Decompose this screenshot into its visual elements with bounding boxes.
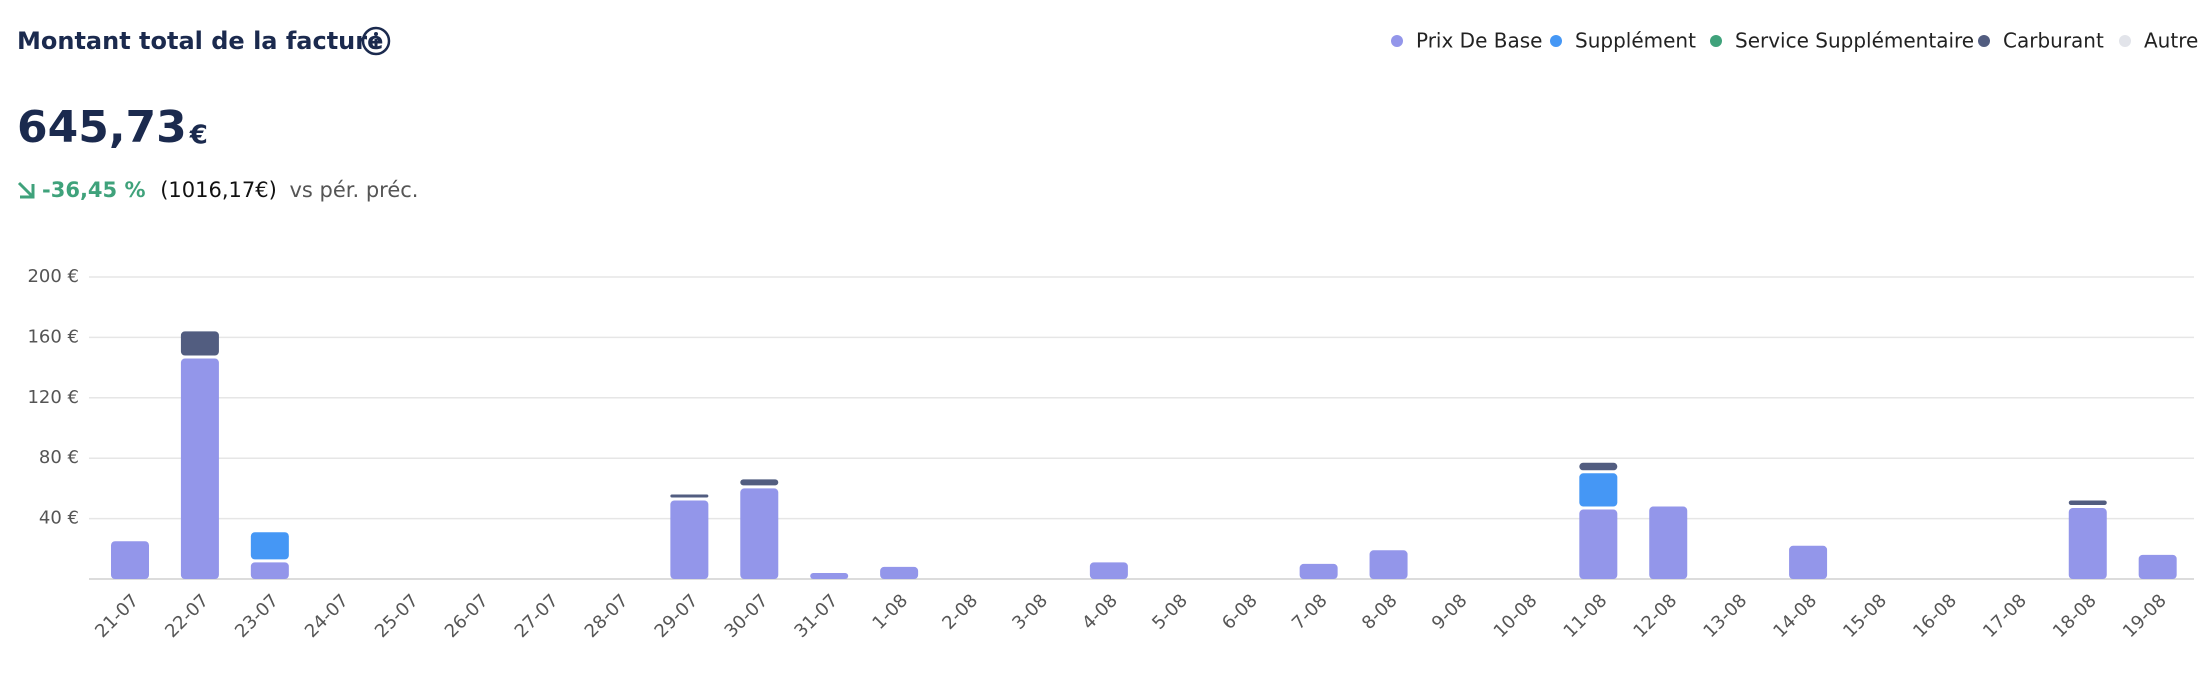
x-tick-label: 15-08	[1839, 590, 1891, 642]
y-tick-label: 120 €	[27, 387, 79, 408]
bar-segment	[1299, 563, 1338, 579]
bar-segment	[250, 562, 289, 579]
legend-swatch	[1391, 35, 1403, 47]
currency: €	[189, 121, 208, 151]
bar-segment	[180, 331, 219, 356]
legend-label: Autre	[2144, 29, 2198, 53]
x-tick-label: 30-07	[721, 590, 773, 642]
x-tick-label: 18-08	[2049, 590, 2101, 642]
x-tick-label: 11-08	[1560, 590, 1612, 642]
bar-segment	[111, 541, 149, 579]
x-tick-label: 28-07	[581, 590, 633, 642]
x-tick-label: 3-08	[1008, 590, 1052, 634]
bar-segment	[180, 358, 219, 579]
bar-segment	[250, 532, 289, 560]
y-tick-label: 200 €	[27, 266, 79, 287]
x-tick-label: 22-07	[161, 590, 213, 642]
x-tick-label: 21-07	[91, 590, 143, 642]
x-tick-label: 10-08	[1490, 590, 1542, 642]
chart-title: Montant total de la facture	[17, 27, 383, 55]
legend-label: Carburant	[2003, 29, 2104, 53]
comparison-label: vs pér. préc.	[289, 178, 418, 202]
x-tick-label: 6-08	[1218, 590, 1262, 634]
legend-swatch	[2119, 35, 2131, 47]
legend-label: Prix De Base	[1416, 29, 1542, 53]
y-tick-label: 160 €	[27, 326, 79, 347]
bar-segment	[670, 500, 709, 579]
x-tick-label: 17-08	[1979, 590, 2031, 642]
x-tick-label: 24-07	[301, 590, 353, 642]
x-tick-label: 29-07	[651, 590, 703, 642]
x-tick-label: 1-08	[868, 590, 912, 634]
bar-segment	[1369, 550, 1408, 579]
change: -36,45 %	[42, 178, 146, 202]
x-tick-label: 9-08	[1428, 590, 1472, 634]
x-tick-label: 23-07	[231, 590, 283, 642]
x-tick-label: 19-08	[2119, 590, 2171, 642]
x-tick-label: 12-08	[1629, 590, 1681, 642]
legend-label: Supplément	[1575, 29, 1696, 53]
x-tick-label: 5-08	[1148, 590, 1192, 634]
legend-label: Service Supplémentaire	[1735, 29, 1974, 53]
bar-segment	[740, 488, 779, 579]
bar-segment	[2068, 508, 2107, 579]
x-tick-label: 27-07	[511, 590, 563, 642]
bar-segment	[670, 494, 709, 498]
x-tick-label: 14-08	[1769, 590, 1821, 642]
x-tick-label: 16-08	[1909, 590, 1961, 642]
y-tick-label: 80 €	[39, 447, 79, 468]
x-tick-label: 13-08	[1699, 590, 1751, 642]
x-tick-label: 2-08	[938, 590, 982, 634]
bar-segment	[810, 572, 849, 579]
bar-segment	[1579, 509, 1618, 579]
bar-segment	[1579, 473, 1618, 507]
bar-segment	[1649, 506, 1688, 579]
bar-segment	[1789, 545, 1828, 579]
bar-segment	[2068, 500, 2107, 506]
trend-icon	[17, 181, 35, 199]
bar-segment	[1089, 562, 1128, 579]
legend-swatch	[1550, 35, 1562, 47]
total-value: 645,73	[17, 102, 187, 153]
x-tick-label: 26-07	[441, 590, 493, 642]
x-tick-label: 4-08	[1078, 590, 1122, 634]
previous-value: (1016,17€)	[160, 178, 277, 202]
legend-swatch	[1710, 35, 1722, 47]
bar-segment	[740, 479, 779, 486]
y-tick-label: 40 €	[39, 508, 79, 529]
x-tick-label: 31-07	[790, 590, 842, 642]
comparison: -36,45 % (1016,17€) vs pér. préc.	[42, 178, 418, 202]
info-icon[interactable]	[361, 26, 391, 56]
bar-segment	[1579, 462, 1618, 471]
x-tick-label: 7-08	[1288, 590, 1332, 634]
x-tick-label: 8-08	[1358, 590, 1402, 634]
bar-segment	[2138, 554, 2177, 579]
bar-segment	[880, 566, 919, 579]
legend-swatch	[1978, 35, 1990, 47]
x-tick-label: 25-07	[371, 590, 423, 642]
